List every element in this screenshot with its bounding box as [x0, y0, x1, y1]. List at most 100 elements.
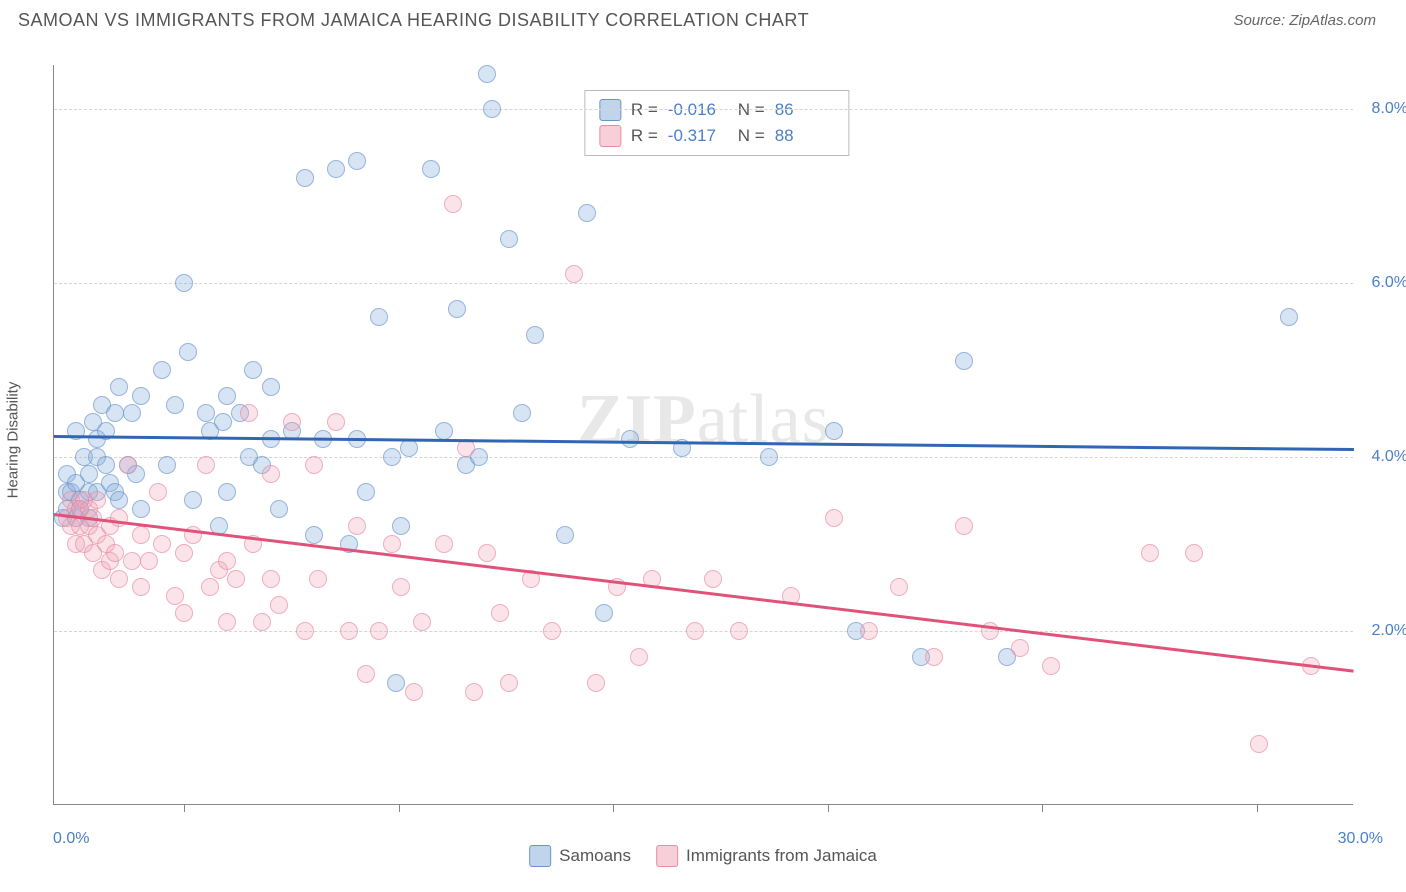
data-point	[106, 404, 124, 422]
data-point	[201, 578, 219, 596]
data-point	[578, 204, 596, 222]
data-point	[88, 491, 106, 509]
x-tick	[1042, 804, 1043, 812]
grid-line	[54, 109, 1353, 110]
data-point	[1042, 657, 1060, 675]
data-point	[955, 352, 973, 370]
data-point	[149, 483, 167, 501]
data-point	[262, 378, 280, 396]
legend-item-samoans: Samoans	[529, 845, 631, 867]
data-point	[132, 387, 150, 405]
data-point	[270, 596, 288, 614]
data-point	[262, 465, 280, 483]
data-point	[383, 448, 401, 466]
legend-stats: R = -0.016 N = 86 R = -0.317 N = 88	[584, 90, 850, 156]
y-tick-label: 6.0%	[1372, 274, 1406, 292]
data-point	[270, 500, 288, 518]
data-point	[370, 622, 388, 640]
legend-item-jamaica: Immigrants from Jamaica	[656, 845, 877, 867]
data-point	[422, 160, 440, 178]
data-point	[630, 648, 648, 666]
data-point	[110, 491, 128, 509]
data-point	[704, 570, 722, 588]
data-point	[392, 517, 410, 535]
data-point	[227, 570, 245, 588]
data-point	[80, 465, 98, 483]
data-point	[218, 483, 236, 501]
data-point	[214, 413, 232, 431]
data-point	[556, 526, 574, 544]
y-tick-label: 4.0%	[1372, 448, 1406, 466]
data-point	[686, 622, 704, 640]
data-point	[197, 456, 215, 474]
data-point	[370, 308, 388, 326]
data-point	[526, 326, 544, 344]
data-point	[244, 361, 262, 379]
data-point	[197, 404, 215, 422]
data-point	[357, 665, 375, 683]
data-point	[158, 456, 176, 474]
data-point	[730, 622, 748, 640]
data-point	[760, 448, 778, 466]
legend-swatch-blue-icon	[529, 845, 551, 867]
data-point	[348, 152, 366, 170]
x-tick	[613, 804, 614, 812]
data-point	[1280, 308, 1298, 326]
data-point	[132, 526, 150, 544]
chart-title: SAMOAN VS IMMIGRANTS FROM JAMAICA HEARIN…	[18, 10, 809, 31]
data-point	[860, 622, 878, 640]
data-point	[448, 300, 466, 318]
data-point	[955, 517, 973, 535]
watermark: ZIPatlas	[577, 380, 830, 460]
data-point	[825, 509, 843, 527]
data-point	[400, 439, 418, 457]
data-point	[166, 396, 184, 414]
data-point	[218, 387, 236, 405]
data-point	[500, 674, 518, 692]
data-point	[123, 404, 141, 422]
data-point	[1250, 735, 1268, 753]
data-point	[175, 544, 193, 562]
data-point	[348, 517, 366, 535]
legend-stats-row-1: R = -0.016 N = 86	[599, 97, 835, 123]
data-point	[97, 456, 115, 474]
data-point	[483, 100, 501, 118]
y-tick-label: 8.0%	[1372, 100, 1406, 118]
data-point	[218, 552, 236, 570]
data-point	[175, 604, 193, 622]
data-point	[543, 622, 561, 640]
data-point	[825, 422, 843, 440]
data-point	[478, 65, 496, 83]
data-point	[465, 683, 483, 701]
legend-stats-row-2: R = -0.317 N = 88	[599, 123, 835, 149]
data-point	[132, 578, 150, 596]
data-point	[491, 604, 509, 622]
data-point	[1141, 544, 1159, 562]
x-axis-max-label: 30.0%	[1338, 830, 1383, 848]
data-point	[166, 587, 184, 605]
data-point	[565, 265, 583, 283]
data-point	[123, 552, 141, 570]
x-tick	[1257, 804, 1258, 812]
data-point	[175, 274, 193, 292]
data-point	[240, 404, 258, 422]
data-point	[153, 361, 171, 379]
x-tick	[399, 804, 400, 812]
grid-line	[54, 283, 1353, 284]
data-point	[383, 535, 401, 553]
data-point	[1185, 544, 1203, 562]
data-point	[413, 613, 431, 631]
data-point	[444, 195, 462, 213]
y-tick-label: 2.0%	[1372, 622, 1406, 640]
data-point	[283, 413, 301, 431]
data-point	[262, 570, 280, 588]
legend-swatch-blue	[599, 99, 621, 121]
data-point	[392, 578, 410, 596]
data-point	[309, 570, 327, 588]
data-point	[253, 613, 271, 631]
data-point	[925, 648, 943, 666]
data-point	[500, 230, 518, 248]
data-point	[305, 456, 323, 474]
data-point	[340, 622, 358, 640]
data-point	[110, 378, 128, 396]
